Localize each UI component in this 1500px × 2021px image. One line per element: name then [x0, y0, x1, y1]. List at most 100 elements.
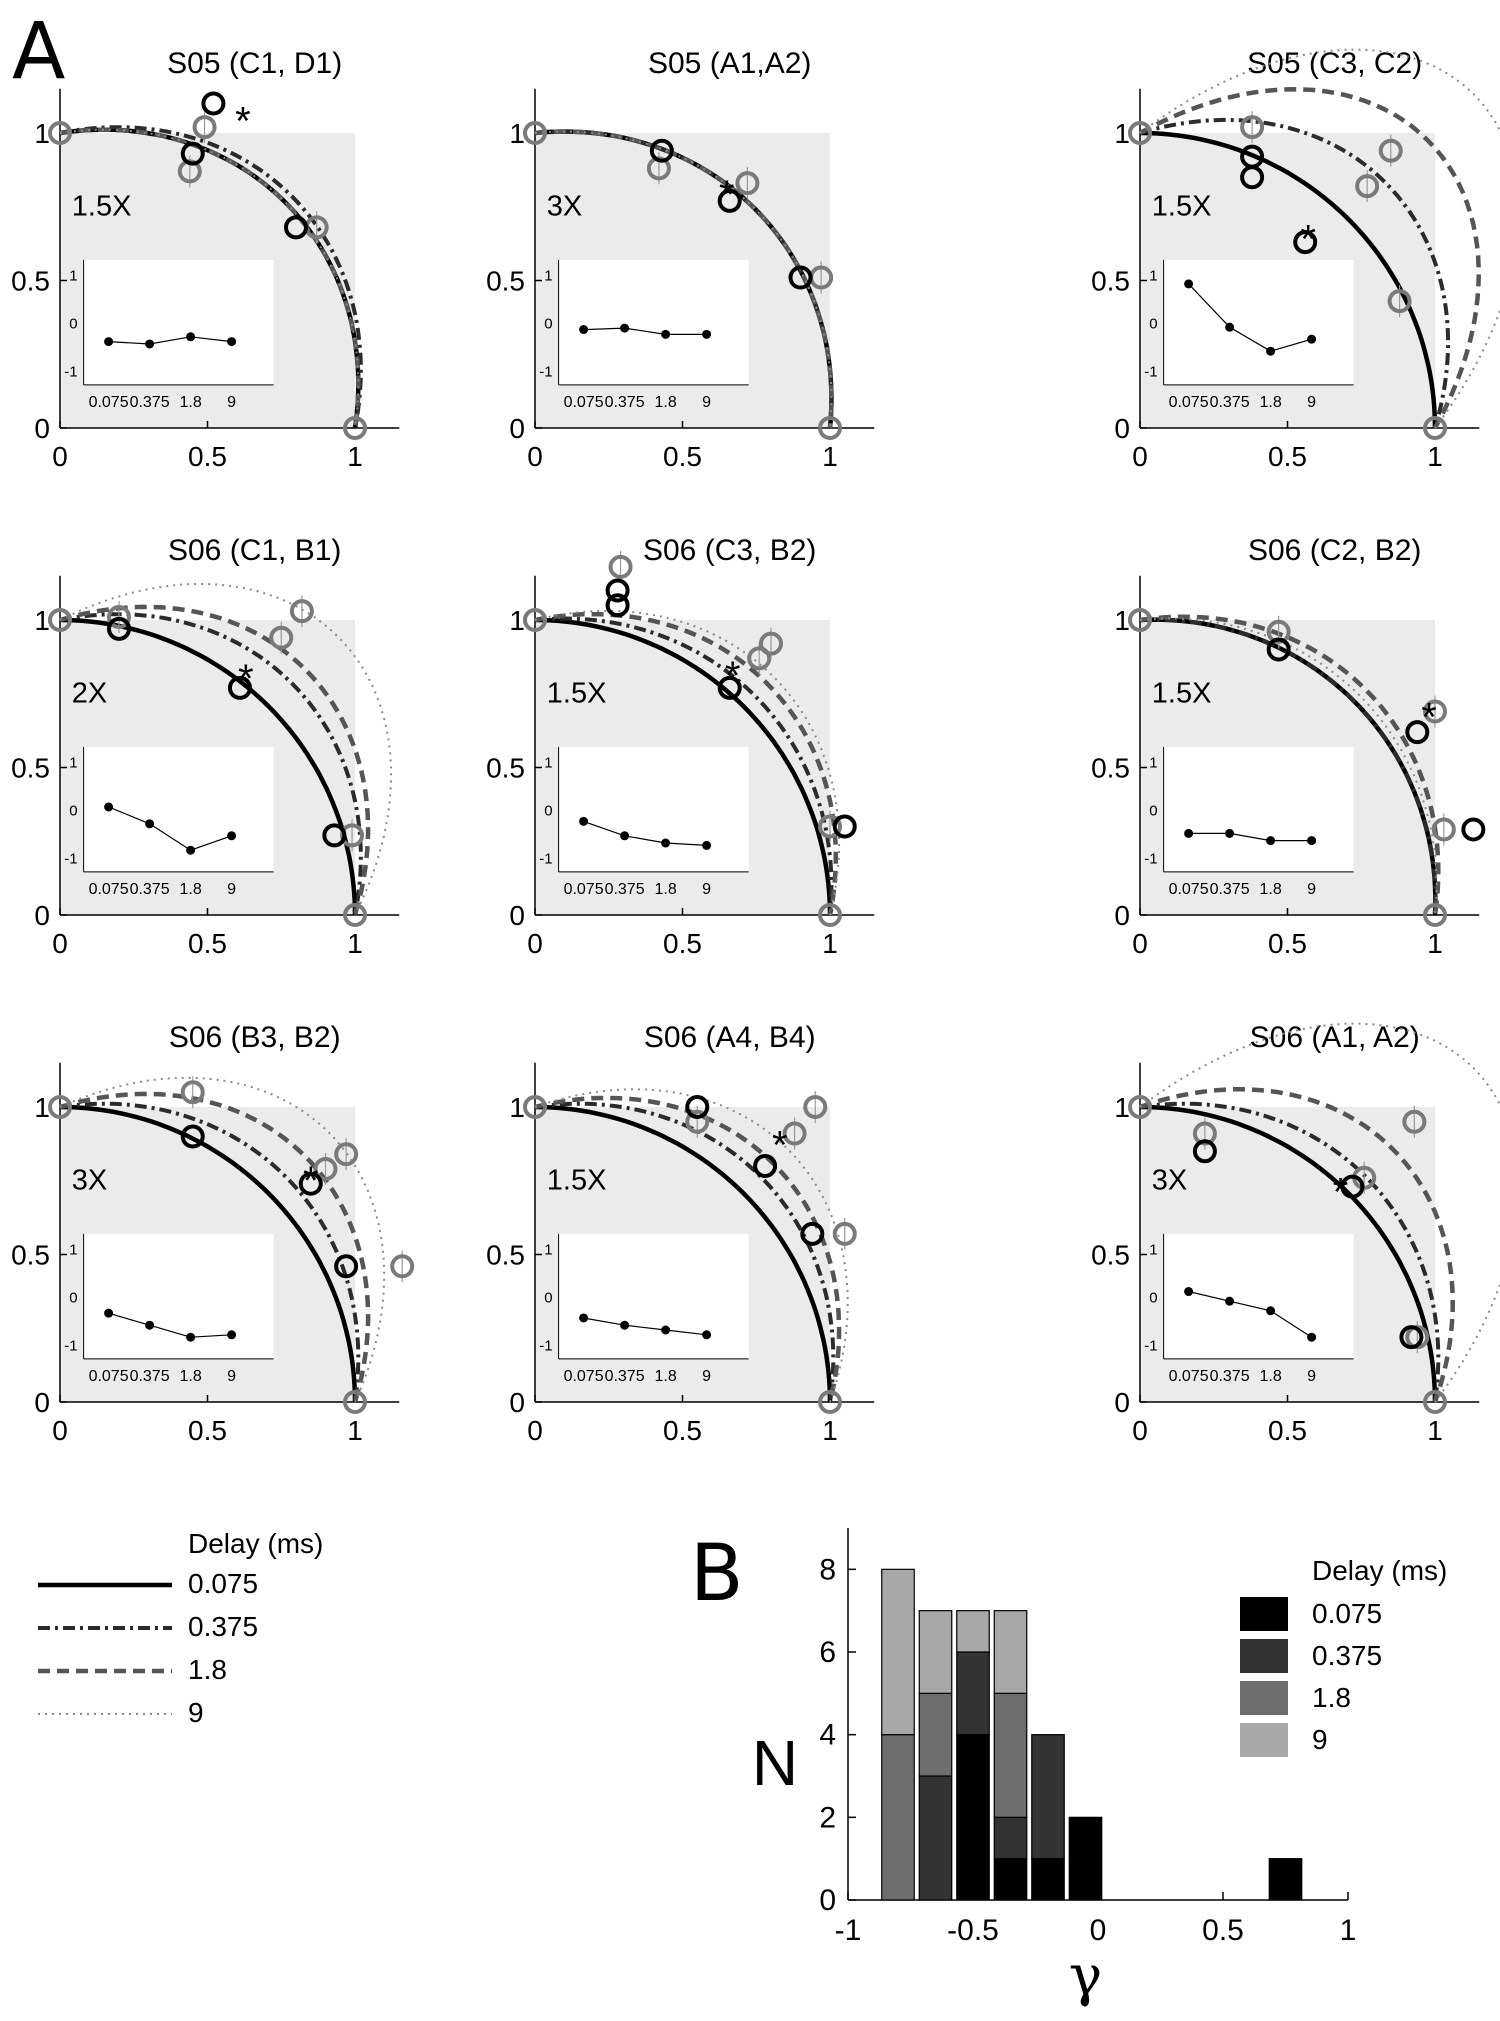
hist-bar-9 [881, 1568, 915, 1736]
inset-box [558, 1233, 749, 1359]
black-point [800, 1221, 825, 1246]
hist-bar-9 [918, 1610, 953, 1694]
inset-line [1188, 1290, 1312, 1338]
asterisk-marker: * [238, 657, 254, 701]
black-point [685, 1095, 710, 1119]
inset-y-tick-label: 0 [69, 1289, 77, 1306]
inset-point [1266, 836, 1276, 846]
inset-x-tick-label: 0.375 [605, 1368, 645, 1385]
black-point [717, 675, 742, 700]
black-point [1405, 720, 1430, 745]
curve-delay-3 [59, 1076, 386, 1403]
inset-box [1163, 1233, 1354, 1359]
legend-label: 1.8 [188, 1654, 227, 1685]
curve-delay-3 [59, 582, 393, 916]
inset-x-tick-label: 0.075 [564, 394, 604, 411]
hist-bar-1.8 [918, 1692, 953, 1777]
inset-y-tick-label: 0 [69, 315, 77, 332]
black-point [201, 91, 226, 116]
black-point [1461, 817, 1486, 842]
gray-point [782, 1121, 807, 1146]
inset-y-tick-label: 1 [544, 1241, 552, 1258]
black-point [832, 814, 857, 839]
asterisk-marker: * [235, 99, 251, 143]
inset-x-tick-label: 0.075 [564, 881, 604, 898]
inset-x-tick-label: 1.8 [179, 394, 201, 411]
inset-y-tick-label: -1 [1144, 1337, 1157, 1354]
black-point [649, 138, 674, 163]
gray-point [1387, 289, 1412, 314]
x-tick-label: 1 [1427, 1415, 1443, 1446]
inset-point [104, 337, 114, 347]
hist-bar-0.075 [1268, 1858, 1303, 1901]
endpoint-marker [818, 903, 842, 927]
inset-y-tick-label: 0 [1149, 315, 1157, 332]
x-tick-label: 1 [347, 928, 363, 959]
hist-bar-0.075 [1068, 1816, 1103, 1901]
inset-box [83, 259, 274, 385]
hist-legend-label: 0.075 [1312, 1598, 1382, 1629]
inset-y-tick-label: 0 [544, 802, 552, 819]
endpoint-marker [1423, 1390, 1447, 1414]
y-tick-label: 0.5 [486, 1240, 525, 1271]
hist-legend-label: 0.375 [1312, 1640, 1382, 1671]
inset-x-tick-label: 9 [702, 394, 711, 411]
inset-x-tick-label: 0.075 [89, 1368, 129, 1385]
x-tick-label: 0.5 [663, 928, 702, 959]
gray-point [340, 823, 365, 848]
inset-point [620, 1320, 630, 1330]
factor-label: 1.5X [1152, 678, 1212, 710]
inset-box [1163, 259, 1354, 385]
curve-delay-1 [1139, 617, 1438, 916]
gray-point [313, 1156, 338, 1181]
x-tick-label: 1 [1427, 441, 1443, 472]
black-point [1340, 1174, 1365, 1199]
hist-y-tick-label: 8 [819, 1553, 836, 1586]
inset-x-tick-label: 1.8 [654, 394, 676, 411]
black-point [107, 616, 131, 641]
asterisk-marker: * [303, 1159, 319, 1203]
gray-point [192, 115, 217, 140]
hist-bar-1.8 [993, 1692, 1028, 1818]
gray-point [269, 625, 294, 650]
endpoint-marker [343, 416, 367, 440]
inset-y-tick-label: 1 [544, 267, 552, 284]
black-point [717, 188, 742, 213]
inset-point [1307, 334, 1317, 344]
panel-label-a: A [12, 7, 65, 97]
x-tick-label: 1 [347, 441, 363, 472]
x-tick-label: 0.5 [188, 441, 227, 472]
asterisk-marker: * [725, 654, 741, 698]
inset-y-tick-label: 0 [544, 315, 552, 332]
x-tick-label: 0 [527, 441, 543, 472]
inset-point [620, 323, 630, 333]
y-tick-label: 1 [1114, 118, 1130, 149]
curve-delay-2 [59, 604, 371, 916]
hist-bar-1.8 [881, 1734, 915, 1901]
inset-point [186, 845, 196, 855]
x-tick-label: 1 [1427, 928, 1443, 959]
inset-y-tick-label: -1 [64, 363, 77, 380]
gray-point [390, 1254, 415, 1279]
hist-legend-swatch [1240, 1681, 1288, 1715]
inset-y-tick-label: 1 [69, 754, 77, 771]
inset-x-tick-label: 0.075 [89, 881, 129, 898]
curve-delay-1 [59, 612, 363, 916]
curve-delay-0 [1139, 1104, 1438, 1403]
x-tick-label: 0 [52, 1415, 68, 1446]
x-tick-label: 0 [52, 441, 68, 472]
panel-title: S06 (A1, A2) [1250, 1021, 1420, 1054]
y-tick-label: 0.5 [11, 266, 50, 297]
hist-legend-label: 9 [1312, 1724, 1328, 1755]
y-tick-label: 1 [1114, 1092, 1130, 1123]
curve-delay-0 [1139, 130, 1438, 429]
gray-point [289, 599, 314, 624]
x-tick-label: 1 [347, 1415, 363, 1446]
curve-delay-2 [1138, 87, 1481, 430]
y-tick-label: 0.5 [1091, 266, 1130, 297]
y-tick-label: 0.5 [1091, 753, 1130, 784]
y-tick-label: 1 [509, 605, 525, 636]
legend-title: Delay (ms) [188, 1528, 323, 1559]
x-tick-label: 0 [1132, 928, 1148, 959]
y-tick-label: 1 [509, 1092, 525, 1123]
